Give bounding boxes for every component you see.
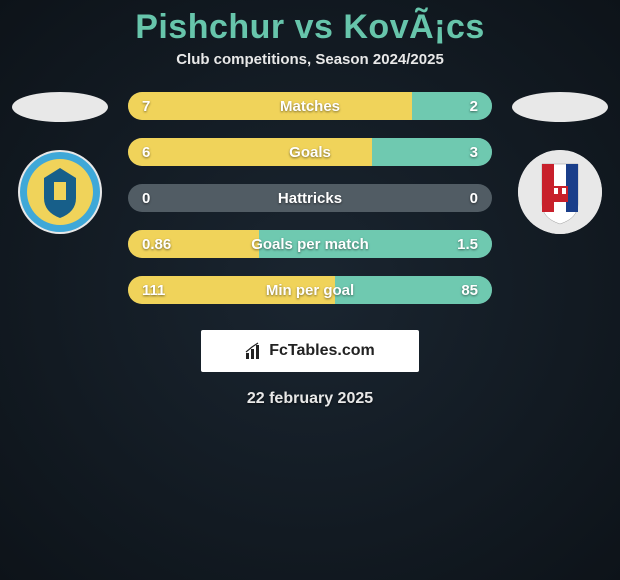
chart-icon: [245, 342, 263, 360]
stat-label: Goals: [128, 138, 492, 166]
page-title: Pishchur vs KovÃ¡cs: [0, 8, 620, 47]
content-row: 72Matches 63Goals 00Hattricks 0.861.5Goals …: [0, 92, 620, 304]
stat-label: Goals per match: [128, 230, 492, 258]
left-club-badge: [18, 150, 102, 234]
stat-label: Matches: [128, 92, 492, 120]
right-club-badge: [518, 150, 602, 234]
stat-row: 63Goals: [128, 138, 492, 166]
stat-row: 0.861.5Goals per match: [128, 230, 492, 258]
left-player-silhouette: [12, 92, 108, 122]
stats-column: 72Matches 63Goals 00Hattricks 0.861.5Goals …: [110, 92, 510, 304]
stat-row: 11185Min per goal: [128, 276, 492, 304]
stat-label: Hattricks: [128, 184, 492, 212]
left-crest-icon: [18, 150, 102, 234]
subtitle: Club competitions, Season 2024/2025: [0, 51, 620, 68]
stat-label: Min per goal: [128, 276, 492, 304]
comparison-container: Pishchur vs KovÃ¡cs Club competitions, S…: [0, 0, 620, 408]
right-player-silhouette: [512, 92, 608, 122]
stat-row: 00Hattricks: [128, 184, 492, 212]
right-side: [510, 92, 610, 234]
left-side: [10, 92, 110, 234]
brand-text: FcTables.com: [269, 342, 375, 360]
brand-footer[interactable]: FcTables.com: [201, 330, 419, 372]
right-crest-icon: [518, 150, 602, 234]
stat-row: 72Matches: [128, 92, 492, 120]
date-text: 22 february 2025: [0, 390, 620, 408]
